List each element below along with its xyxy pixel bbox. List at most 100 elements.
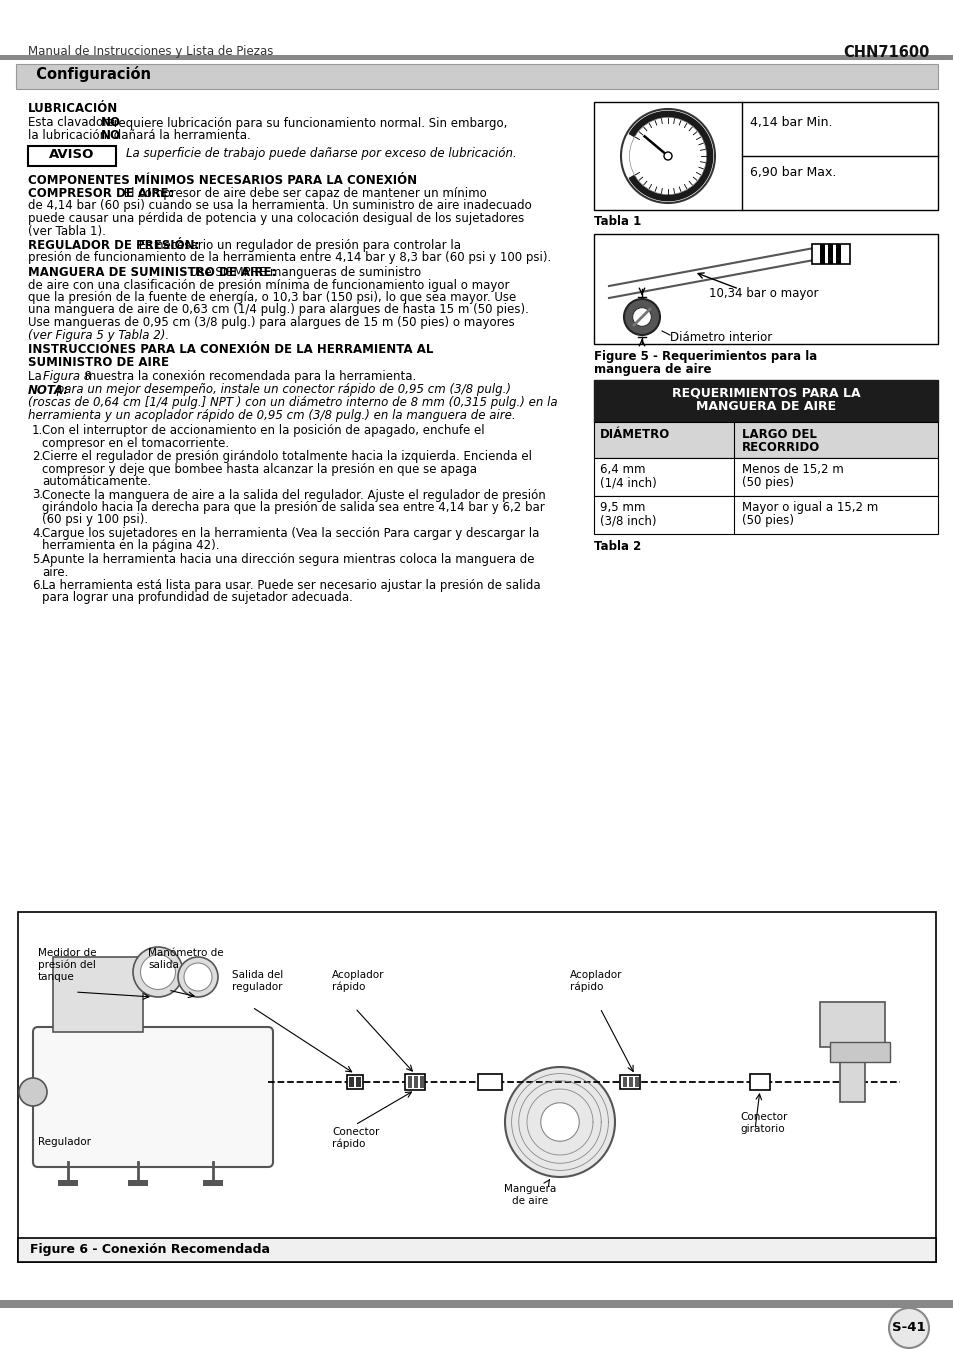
- Circle shape: [178, 957, 218, 998]
- Bar: [349, 1077, 354, 1087]
- Bar: [594, 458, 937, 495]
- Text: Conector
rápido: Conector rápido: [332, 1127, 379, 1149]
- Bar: [477, 1075, 501, 1089]
- Text: compresor en el tomacorriente.: compresor en el tomacorriente.: [42, 436, 229, 450]
- Bar: [53, 957, 143, 1031]
- Text: manguera de aire: manguera de aire: [594, 363, 711, 377]
- Text: 6,90 bar Max.: 6,90 bar Max.: [749, 166, 836, 180]
- Text: (60 psi y 100 psi).: (60 psi y 100 psi).: [42, 513, 148, 526]
- Circle shape: [504, 1066, 615, 1177]
- Text: 6,4 mm: 6,4 mm: [599, 463, 645, 477]
- Bar: [203, 1180, 223, 1187]
- Text: 6.: 6.: [32, 579, 43, 593]
- Text: dañará la herramienta.: dañará la herramienta.: [111, 130, 251, 142]
- Text: (3/8 inch): (3/8 inch): [599, 514, 656, 526]
- Text: Acoplador
rápido: Acoplador rápido: [569, 971, 622, 992]
- Text: 4,14 bar Min.: 4,14 bar Min.: [749, 116, 832, 130]
- Circle shape: [19, 1079, 47, 1106]
- Text: Diámetro interior: Diámetro interior: [669, 331, 771, 344]
- Text: una manguera de aire de 0,63 cm (1/4 pulg.) para alargues de hasta 15 m (50 pies: una manguera de aire de 0,63 cm (1/4 pul…: [28, 304, 528, 316]
- Text: para lograr una profundidad de sujetador adecuada.: para lograr una profundidad de sujetador…: [42, 591, 353, 605]
- Bar: [405, 1075, 424, 1089]
- Text: Salida del
regulador: Salida del regulador: [232, 971, 283, 992]
- Text: Acoplador
rápido: Acoplador rápido: [332, 971, 384, 992]
- Text: compresor y deje que bombee hasta alcanzar la presión en que se apaga: compresor y deje que bombee hasta alcanz…: [42, 463, 477, 475]
- Bar: [820, 244, 824, 265]
- Bar: [0, 1300, 953, 1308]
- Bar: [835, 244, 841, 265]
- Text: 4.: 4.: [32, 526, 43, 540]
- Text: Figure 5 - Requerimientos para la: Figure 5 - Requerimientos para la: [594, 350, 817, 363]
- Bar: [635, 1077, 639, 1087]
- Text: COMPONENTES MÍNIMOS NECESARIOS PARA LA CONEXIÓN: COMPONENTES MÍNIMOS NECESARIOS PARA LA C…: [28, 174, 416, 186]
- Text: La superficie de trabajo puede dañarse por exceso de lubricación.: La superficie de trabajo puede dañarse p…: [126, 147, 517, 161]
- Text: Conector
giratorio: Conector giratorio: [740, 1112, 786, 1134]
- Circle shape: [888, 1308, 928, 1349]
- Text: La herramienta está lista para usar. Puede ser necesario ajustar la presión de s: La herramienta está lista para usar. Pue…: [42, 579, 540, 593]
- Text: de 4,14 bar (60 psi) cuando se usa la herramienta. Un suministro de aire inadecu: de 4,14 bar (60 psi) cuando se usa la he…: [28, 200, 531, 212]
- Text: NOTA:: NOTA:: [28, 383, 69, 397]
- Bar: [347, 1075, 363, 1089]
- Text: 2.: 2.: [32, 450, 43, 463]
- Polygon shape: [629, 111, 712, 201]
- Text: SUMINISTRO DE AIRE: SUMINISTRO DE AIRE: [28, 355, 169, 369]
- Text: requiere lubricación para su funcionamiento normal. Sin embargo,: requiere lubricación para su funcionamie…: [111, 116, 507, 130]
- Text: RECORRIDO: RECORRIDO: [741, 441, 820, 454]
- Text: (50 pies): (50 pies): [741, 514, 793, 526]
- Bar: [0, 55, 953, 59]
- Bar: [628, 1077, 633, 1087]
- Text: LARGO DEL: LARGO DEL: [741, 428, 816, 441]
- Bar: [594, 103, 937, 211]
- Text: Tabla 2: Tabla 2: [594, 540, 640, 553]
- Bar: [829, 1042, 889, 1062]
- Bar: [408, 1076, 412, 1088]
- Text: de aire con una clasificación de presión mínima de funcionamiento igual o mayor: de aire con una clasificación de presión…: [28, 278, 509, 292]
- Text: puede causar una pérdida de potencia y una colocación desigual de los sujetadore: puede causar una pérdida de potencia y u…: [28, 212, 524, 225]
- Text: presión de funcionamiento de la herramienta entre 4,14 bar y 8,3 bar (60 psi y 1: presión de funcionamiento de la herramie…: [28, 251, 551, 265]
- Text: AVISO: AVISO: [50, 147, 94, 161]
- Bar: [16, 63, 937, 89]
- Bar: [840, 1048, 864, 1102]
- Text: Figura 8: Figura 8: [43, 370, 91, 383]
- Text: LUBRICACIÓN: LUBRICACIÓN: [28, 103, 118, 115]
- Text: Regulador: Regulador: [38, 1137, 91, 1148]
- Bar: [820, 1002, 884, 1048]
- Circle shape: [620, 109, 714, 202]
- Text: DIÁMETRO: DIÁMETRO: [599, 428, 670, 441]
- Text: INSTRUCCIONES PARA LA CONEXIÓN DE LA HERRAMIENTA AL: INSTRUCCIONES PARA LA CONEXIÓN DE LA HER…: [28, 343, 433, 356]
- Circle shape: [663, 153, 671, 161]
- Text: Manómetro de
salida: Manómetro de salida: [148, 948, 223, 969]
- Text: Menos de 15,2 m: Menos de 15,2 m: [741, 463, 842, 477]
- Text: REGULADOR DE PRESIÓN:: REGULADOR DE PRESIÓN:: [28, 239, 199, 252]
- Text: herramienta en la página 42).: herramienta en la página 42).: [42, 540, 219, 552]
- Bar: [128, 1180, 148, 1187]
- Text: Conecte la manguera de aire a la salida del regulador. Ajuste el regulador de pr: Conecte la manguera de aire a la salida …: [42, 489, 545, 501]
- Text: Esta clavadora: Esta clavadora: [28, 116, 119, 130]
- Circle shape: [140, 954, 175, 990]
- Text: Manual de Instrucciones y Lista de Piezas: Manual de Instrucciones y Lista de Pieza…: [28, 45, 274, 58]
- Text: Configuración: Configuración: [26, 66, 151, 82]
- Circle shape: [540, 1103, 578, 1141]
- Circle shape: [623, 298, 659, 335]
- Text: (1/4 inch): (1/4 inch): [599, 477, 656, 489]
- Text: Cierre el regulador de presión girándolo totalmente hacia la izquierda. Encienda: Cierre el regulador de presión girándolo…: [42, 450, 532, 463]
- Text: para un mejor desempeño, instale un conector rápido de 0,95 cm (3/8 pulg.): para un mejor desempeño, instale un cone…: [53, 383, 511, 397]
- Text: que la presión de la fuente de energía, o 10,3 bar (150 psi), lo que sea mayor. : que la presión de la fuente de energía, …: [28, 292, 516, 304]
- Text: Tabla 1: Tabla 1: [594, 215, 640, 228]
- Text: 1.: 1.: [32, 424, 43, 437]
- Text: El compresor de aire debe ser capaz de mantener un mínimo: El compresor de aire debe ser capaz de m…: [120, 188, 486, 200]
- Bar: [811, 244, 849, 265]
- Text: Medidor de
presión del
tanque: Medidor de presión del tanque: [38, 948, 96, 981]
- Text: 10,34 bar o mayor: 10,34 bar o mayor: [708, 288, 818, 300]
- Bar: [594, 423, 937, 458]
- Text: Use mangueras de 0,95 cm (3/8 pulg.) para alargues de 15 m (50 pies) o mayores: Use mangueras de 0,95 cm (3/8 pulg.) par…: [28, 316, 515, 329]
- Bar: [355, 1077, 360, 1087]
- Text: 5.: 5.: [32, 554, 43, 566]
- Bar: [414, 1076, 417, 1088]
- Bar: [18, 913, 935, 1262]
- Bar: [28, 146, 116, 166]
- Text: MANGUERA DE AIRE: MANGUERA DE AIRE: [695, 400, 835, 413]
- Text: Figure 6 - Conexión Recomendada: Figure 6 - Conexión Recomendada: [30, 1243, 270, 1256]
- Text: NO: NO: [101, 130, 121, 142]
- Text: girándolo hacia la derecha para que la presión de salida sea entre 4,14 bar y 6,: girándolo hacia la derecha para que la p…: [42, 501, 544, 514]
